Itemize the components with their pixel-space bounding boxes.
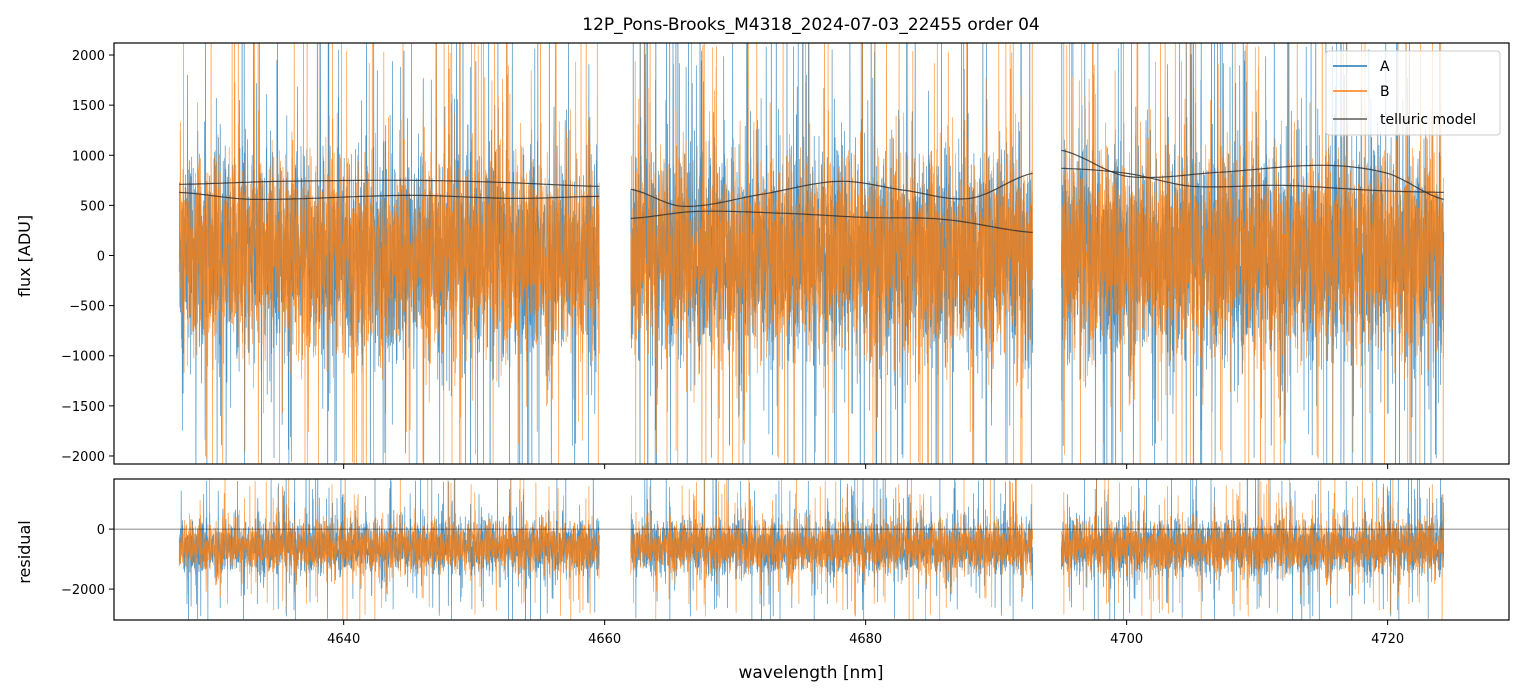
residual-series-b-segment-3 <box>1061 479 1445 620</box>
flux-y-tick-label: 500 <box>80 199 105 214</box>
x-tick-label: 4640 <box>327 632 360 647</box>
telluric-model-curve-2 <box>179 191 600 200</box>
flux-series-b-segment-2 <box>630 43 1034 464</box>
telluric-model-curve-5 <box>1061 149 1444 200</box>
flux-axes-frame <box>113 42 1510 465</box>
telluric-model-curve-4 <box>630 210 1033 233</box>
chart-title: 12P_Pons-Brooks_M4318_2024-07-03_22455 o… <box>582 15 1039 35</box>
legend: A B telluric model <box>1325 50 1501 136</box>
telluric-model-curve-1 <box>179 179 600 187</box>
flux-series-b-segment-1 <box>178 43 600 464</box>
flux-y-tick-label: 0 <box>97 250 105 265</box>
residual-series-b-segment-1 <box>178 479 600 620</box>
residual-series-b-segment-2 <box>630 479 1034 620</box>
flux-y-tick-label: −2000 <box>61 450 105 465</box>
flux-y-axis-label: flux [ADU] <box>15 215 34 297</box>
residual-y-tick-label: 0 <box>97 523 105 538</box>
flux-plot-area <box>178 43 1445 464</box>
telluric-model-curve-3 <box>630 172 1033 207</box>
telluric-model-curve-6 <box>1061 167 1444 193</box>
x-tick-label: 4680 <box>849 632 882 647</box>
flux-y-tick-label: −500 <box>69 300 105 315</box>
residual-axes-frame <box>113 478 1510 621</box>
legend-label-telluric: telluric model <box>1380 112 1476 128</box>
residual-y-axis-label: residual <box>15 520 34 583</box>
flux-y-tick-label: −1500 <box>61 400 105 415</box>
flux-y-tick-label: −1000 <box>61 350 105 365</box>
flux-y-tick-label: 1500 <box>72 99 105 114</box>
legend-box <box>1325 50 1501 136</box>
x-tick-label: 4700 <box>1110 632 1143 647</box>
legend-label-b: B <box>1380 84 1390 100</box>
x-tick-label: 4660 <box>588 632 621 647</box>
residual-plot-area <box>114 479 1509 620</box>
flux-series-b-segment-3 <box>1061 43 1445 464</box>
flux-y-tick-label: 2000 <box>72 49 105 64</box>
legend-label-a: A <box>1380 59 1390 75</box>
flux-y-tick-label: 1000 <box>72 149 105 164</box>
x-tick-label: 4720 <box>1371 632 1404 647</box>
residual-y-tick-label: −2000 <box>61 583 105 598</box>
x-axis-label: wavelength [nm] <box>738 663 883 683</box>
